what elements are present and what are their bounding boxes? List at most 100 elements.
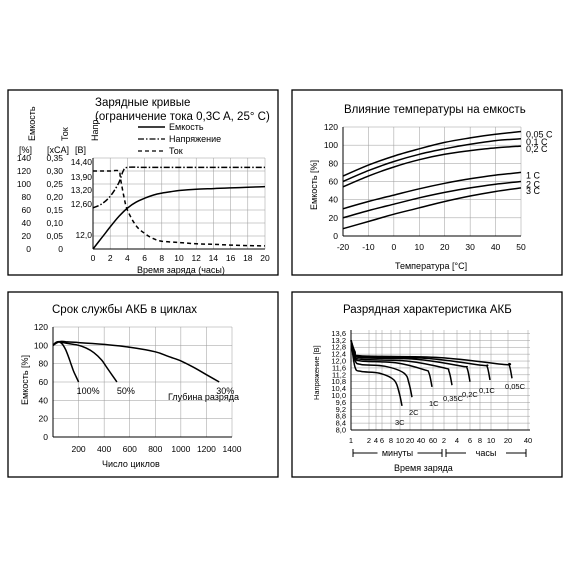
charge-x-tick-label: 10 (174, 253, 184, 263)
charge-legend: Емкость Напряжение Ток (138, 122, 221, 156)
charge-axis-unit-voltage: [B] (75, 145, 86, 155)
charge-capacity-tick-label: 40 (22, 218, 32, 228)
charge-axis-unit-current: [xCA] (47, 145, 69, 155)
charge-voltage-tick-label: 12,0 (75, 230, 92, 240)
charge-plot-axes: 0 2 4 6 8 10 12 14 16 18 20 0 20 40 60 80 100 120 140 0 0,05… (17, 153, 270, 263)
temperature-series-line (342, 130, 522, 177)
cycle-series-label: 50% (117, 386, 135, 396)
discharge-y-tick-label: 9,6 (336, 398, 346, 407)
cycle-y-tick-label: 60 (39, 377, 49, 387)
charge-current-tick-label: 0,05 (46, 231, 63, 241)
temperature-y-tick-label: 120 (324, 122, 338, 132)
cycle-plot-axes: 200 400 600 800 1000 1200 1400 0 20 40 60 80 100 120 (34, 322, 242, 454)
temperature-series-line (342, 171, 522, 210)
temperature-x-tick-label: 50 (516, 242, 526, 252)
charge-capacity-tick-label: 140 (17, 153, 31, 163)
discharge-y-tick-label: 8,8 (336, 412, 346, 421)
discharge-x-tick-label: 6 (468, 436, 472, 445)
charge-plot-area (92, 166, 266, 250)
discharge-x-tick-label: 60 (429, 436, 437, 445)
legend-label-current: Ток (169, 146, 183, 156)
temperature-y-tick-label: 40 (329, 195, 339, 205)
cycle-x-tick-label: 1000 (171, 444, 190, 454)
cycle-chart-title: Срок службы АКБ в циклах (52, 304, 197, 316)
charge-x-tick-label: 4 (125, 253, 130, 263)
cycle-depth-annotation: Глубина разряда (168, 392, 239, 402)
cycle-x-tick-label: 400 (97, 444, 111, 454)
charge-capacity-tick-label: 60 (22, 205, 32, 215)
discharge-series-label: 0,05C (505, 382, 526, 391)
cycle-x-tick-label: 200 (71, 444, 85, 454)
temperature-y-tick-label: 60 (329, 177, 339, 187)
discharge-series-label: 3C (395, 418, 405, 427)
charge-capacity-tick-label: 100 (17, 179, 31, 189)
discharge-group-label-bg (377, 447, 418, 458)
discharge-chart-title: Разрядная характеристика АКБ (343, 304, 512, 316)
discharge-series-label: 0,1C (479, 386, 495, 395)
discharge-y-tick-label: 8,4 (336, 419, 346, 428)
charge-current-tick-label: 0,35 (46, 153, 63, 163)
charge-x-tick-label: 14 (209, 253, 219, 263)
charge-x-tick-label: 2 (108, 253, 113, 263)
temperature-chart-title: Влияние температуры на емкость (344, 104, 526, 116)
charge-axis-name-current: Ток (60, 127, 70, 141)
charge-current-tick-label: 0,25 (46, 179, 63, 189)
discharge-x-tick-label: 8 (478, 436, 482, 445)
cycle-y-tick-label: 20 (39, 414, 49, 424)
charge-x-tick-label: 20 (260, 253, 270, 263)
cycle-x-tick-label: 800 (148, 444, 162, 454)
cycle-y-tick-label: 0 (43, 432, 48, 442)
temperature-x-tick-label: 30 (465, 242, 475, 252)
charge-axis-name-voltage: Напр. (90, 117, 100, 141)
temperature-panel-frame (291, 89, 563, 276)
discharge-y-tick-label: 9,2 (336, 405, 346, 414)
cycle-y-tick-label: 100 (34, 340, 48, 350)
temperature-series-label: 0,05 C (526, 130, 553, 140)
charge-current-tick-label: 0,30 (46, 166, 63, 176)
charge-series-line (92, 169, 266, 247)
temperature-series-label: 3 C (526, 186, 541, 196)
discharge-series-line (350, 340, 403, 407)
cycle-y-tick-label: 80 (39, 359, 49, 369)
discharge-y-tick-label: 11,2 (332, 370, 346, 379)
temperature-y-tick-label: 20 (329, 213, 339, 223)
charge-x-tick-label: 8 (159, 253, 164, 263)
cycle-x-tick-label: 600 (123, 444, 137, 454)
charge-x-axis-label: Время заряда (часы) (137, 265, 225, 275)
discharge-x-tick-label: 20 (504, 436, 512, 445)
discharge-y-tick-label: 10,8 (331, 377, 346, 386)
discharge-series-label: 1C (429, 399, 439, 408)
cycle-plot-area: 100% 50% 30% (52, 340, 234, 396)
temperature-series-label: 2 C (526, 180, 541, 190)
temperature-series-label: 1 C (526, 170, 541, 180)
charge-series-line (92, 185, 266, 250)
discharge-y-tick-label: 10,0 (331, 391, 346, 400)
cycle-panel-frame (7, 291, 279, 478)
temperature-series-label: 0,2 C (526, 144, 548, 154)
charge-voltage-tick-label: 13,20 (71, 185, 93, 195)
discharge-group-label: минуты (382, 448, 413, 458)
charge-x-tick-label: 18 (243, 253, 253, 263)
charge-capacity-tick-label: 80 (22, 192, 32, 202)
charge-axis-name-capacity: Емкость (27, 106, 37, 141)
charge-capacity-tick-label: 120 (17, 166, 31, 176)
discharge-x-tick-label: 2 (442, 436, 446, 445)
cycle-y-axis-label: Емкость [%] (20, 355, 30, 405)
temperature-x-axis-label: Температура [°C] (395, 261, 467, 271)
discharge-x-tick-label: 6 (380, 436, 384, 445)
charge-current-tick-label: 0,15 (46, 205, 63, 215)
temperature-y-tick-label: 0 (333, 231, 338, 241)
discharge-x-tick-label: 2 (367, 436, 371, 445)
charge-current-tick-label: 0,10 (46, 218, 63, 228)
discharge-x-tick-label: 4 (374, 436, 378, 445)
discharge-x-tick-label: 4 (455, 436, 459, 445)
charge-axis-unit-capacity: [%] (19, 145, 32, 155)
temperature-x-tick-label: 0 (391, 242, 396, 252)
discharge-series-label: 0,35C (443, 394, 464, 403)
temperature-x-tick-label: 20 (440, 242, 450, 252)
charge-voltage-tick-label: 14,40 (71, 157, 93, 167)
discharge-series-line (350, 340, 513, 379)
discharge-y-tick-label: 12,4 (331, 350, 346, 359)
discharge-y-tick-label: 8,0 (336, 426, 346, 435)
